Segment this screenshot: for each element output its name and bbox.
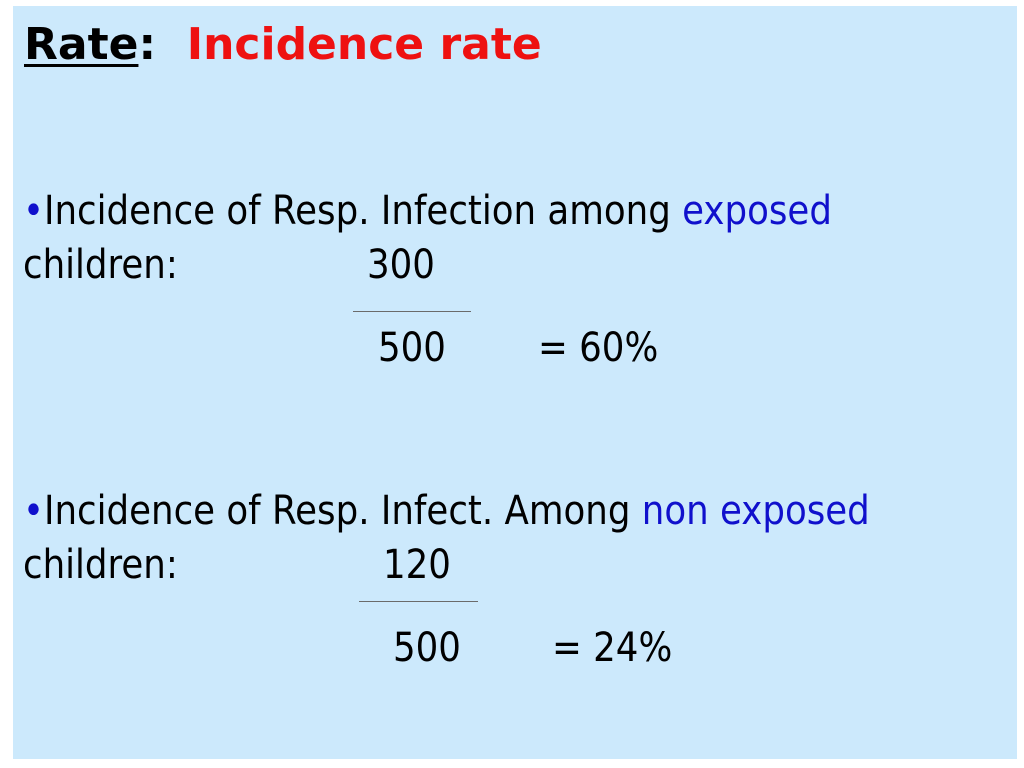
item2-denominator: 500	[393, 625, 461, 671]
slide: Rate: Incidence rate •Incidence of Resp.…	[13, 6, 1017, 759]
item2-line: •Incidence of Resp. Infect. Among non ex…	[23, 487, 870, 535]
item1-text: Incidence of Resp. Infection among	[43, 188, 683, 234]
item1-denominator: 500	[378, 325, 446, 371]
item1-subject: children:	[23, 242, 178, 288]
title-topic: Incidence rate	[186, 19, 542, 70]
item1-line: •Incidence of Resp. Infection among expo…	[23, 187, 832, 235]
item2-numerator: 120	[383, 542, 451, 588]
item2-text: Incidence of Resp. Infect. Among	[43, 488, 642, 534]
item2-subject: children:	[23, 542, 178, 588]
title-colon: :	[138, 19, 157, 70]
item2-result: = 24%	[552, 625, 673, 671]
item1-result: = 60%	[538, 325, 659, 371]
item2-highlight: non exposed	[641, 488, 870, 534]
bullet-1: •	[23, 188, 44, 234]
item2-fraction-line	[359, 601, 478, 602]
item1-highlight: exposed	[682, 188, 832, 234]
bullet-2: •	[23, 488, 44, 534]
title-word: Rate	[24, 19, 139, 70]
item1-fraction-line	[353, 311, 471, 312]
item1-numerator: 300	[367, 242, 435, 288]
slide-title: Rate: Incidence rate	[24, 20, 542, 70]
